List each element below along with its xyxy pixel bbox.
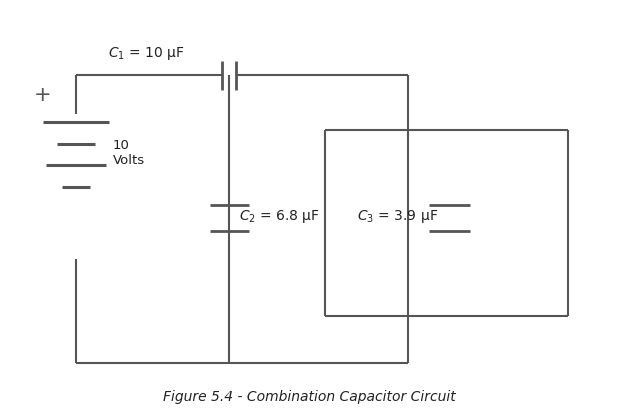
Text: 10
Volts: 10 Volts <box>113 139 145 167</box>
Text: $C_1$ = 10 μF: $C_1$ = 10 μF <box>108 45 185 62</box>
Text: Figure 5.4 - Combination Capacitor Circuit: Figure 5.4 - Combination Capacitor Circu… <box>163 389 455 404</box>
Text: $C_2$ = 6.8 μF: $C_2$ = 6.8 μF <box>239 208 320 225</box>
Text: +: + <box>33 85 51 105</box>
Text: $C_3$ = 3.9 μF: $C_3$ = 3.9 μF <box>357 208 439 225</box>
